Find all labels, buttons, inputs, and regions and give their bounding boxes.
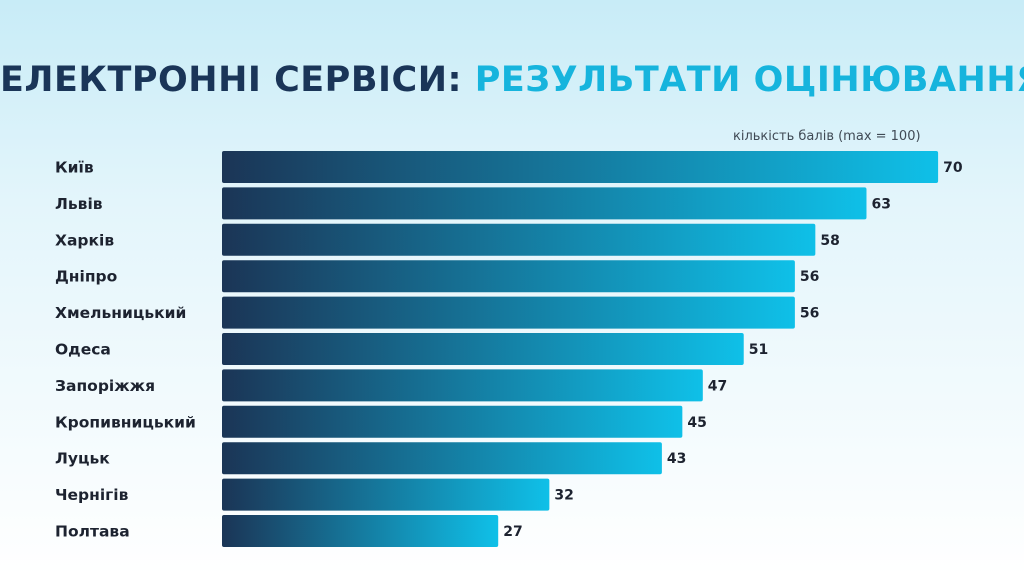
value-label: 45 — [687, 415, 706, 431]
value-label: 51 — [749, 342, 768, 358]
value-label: 56 — [800, 269, 819, 285]
value-label: 47 — [708, 378, 727, 394]
bar — [222, 442, 662, 475]
bar — [222, 515, 499, 547]
chart-title: ЕЛЕКТРОННІ СЕРВІСИ: РЕЗУЛЬТАТИ ОЦІНЮВАНН… — [0, 60, 1024, 100]
category-label: Кропивницький — [55, 413, 196, 431]
title-part-accent: РЕЗУЛЬТАТИ ОЦІНЮВАННЯ — [474, 60, 1024, 100]
bar — [222, 333, 744, 365]
value-label: 43 — [667, 451, 686, 467]
category-label: Одеса — [55, 341, 111, 359]
category-label: Чернігів — [55, 486, 129, 504]
title-part-main: ЕЛЕКТРОННІ СЕРВІСИ: — [0, 60, 462, 100]
bar — [222, 478, 550, 511]
value-label: 56 — [800, 306, 819, 322]
bar — [222, 260, 795, 293]
category-label: Львів — [55, 195, 103, 213]
units-label: кількість балів (max = 100) — [733, 129, 921, 144]
bar — [222, 151, 939, 183]
category-label: Дніпро — [55, 268, 117, 286]
category-label: Харків — [55, 231, 114, 249]
bar — [222, 296, 795, 329]
value-label: 70 — [943, 160, 963, 176]
value-label: 32 — [554, 488, 573, 504]
value-label: 27 — [503, 524, 522, 540]
category-label: Запоріжжя — [55, 377, 155, 395]
bar — [222, 405, 683, 438]
category-label: Хмельницький — [55, 304, 186, 322]
bar — [222, 369, 703, 402]
category-label: Київ — [55, 159, 94, 177]
bar — [222, 223, 816, 256]
bar — [222, 187, 867, 220]
category-label: Полтава — [55, 523, 130, 541]
category-label: Луцьк — [55, 450, 110, 468]
value-label: 58 — [820, 233, 839, 249]
value-label: 63 — [871, 196, 890, 212]
